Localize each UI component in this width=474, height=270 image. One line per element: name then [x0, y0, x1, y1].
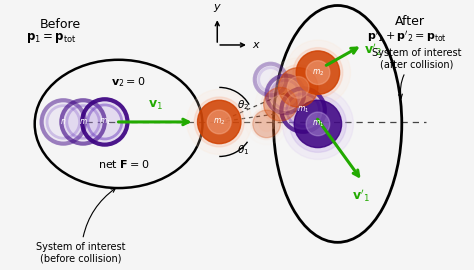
Text: $m_2$: $m_2$ — [312, 67, 324, 78]
Circle shape — [290, 96, 346, 152]
Circle shape — [285, 40, 350, 105]
Circle shape — [265, 75, 305, 114]
Circle shape — [275, 65, 321, 110]
Text: Before: Before — [40, 18, 81, 31]
Text: $\mathbf{p'}_1 + \mathbf{p'}_2 = \mathbf{p}_\mathrm{tot}$: $\mathbf{p'}_1 + \mathbf{p'}_2 = \mathbf… — [367, 29, 447, 44]
Circle shape — [194, 97, 244, 147]
Text: $\mathbf{v}_1$: $\mathbf{v}_1$ — [147, 99, 163, 112]
Circle shape — [296, 51, 339, 94]
Circle shape — [198, 100, 241, 144]
Text: $\mathbf{v'}_2$: $\mathbf{v'}_2$ — [365, 41, 382, 58]
Circle shape — [81, 98, 128, 146]
Text: $\theta_1$: $\theta_1$ — [237, 144, 249, 157]
Circle shape — [283, 88, 354, 160]
Text: After: After — [395, 15, 425, 28]
Circle shape — [60, 99, 106, 145]
Circle shape — [271, 95, 290, 113]
Text: $m$: $m$ — [79, 117, 88, 126]
Circle shape — [253, 110, 281, 138]
Text: System of interest
(before collision): System of interest (before collision) — [36, 188, 126, 264]
Circle shape — [40, 99, 86, 145]
Circle shape — [293, 48, 343, 97]
Circle shape — [187, 89, 252, 154]
Circle shape — [255, 79, 306, 129]
Circle shape — [251, 108, 283, 140]
Text: System of interest
(after collision): System of interest (after collision) — [372, 48, 461, 98]
Text: $\mathbf{v'}_1$: $\mathbf{v'}_1$ — [353, 187, 370, 204]
Circle shape — [306, 112, 330, 136]
Circle shape — [254, 63, 287, 96]
Circle shape — [294, 100, 342, 148]
Circle shape — [280, 87, 326, 133]
Text: $\theta_2$: $\theta_2$ — [237, 98, 249, 112]
Text: $m_2$: $m_2$ — [213, 117, 226, 127]
Text: $m_1$: $m_1$ — [297, 105, 309, 115]
Text: $n$: $n$ — [60, 117, 66, 126]
Text: $\mathbf{v}_2 = 0$: $\mathbf{v}_2 = 0$ — [111, 76, 146, 89]
Text: $y$: $y$ — [213, 2, 222, 14]
Circle shape — [269, 58, 328, 117]
Text: $x$: $x$ — [252, 40, 261, 50]
Circle shape — [287, 77, 309, 98]
Circle shape — [264, 87, 297, 121]
Text: $m_1$: $m_1$ — [99, 117, 111, 127]
Text: $\mathbf{p}_1 = \mathbf{p}_\mathrm{tot}$: $\mathbf{p}_1 = \mathbf{p}_\mathrm{tot}$ — [26, 31, 76, 45]
Circle shape — [261, 85, 300, 123]
Circle shape — [207, 110, 231, 134]
Circle shape — [259, 116, 274, 131]
Circle shape — [278, 68, 318, 107]
Text: $m_1$: $m_1$ — [312, 119, 324, 129]
Circle shape — [306, 61, 330, 85]
Text: net $\mathbf{F} = 0$: net $\mathbf{F} = 0$ — [98, 158, 149, 170]
